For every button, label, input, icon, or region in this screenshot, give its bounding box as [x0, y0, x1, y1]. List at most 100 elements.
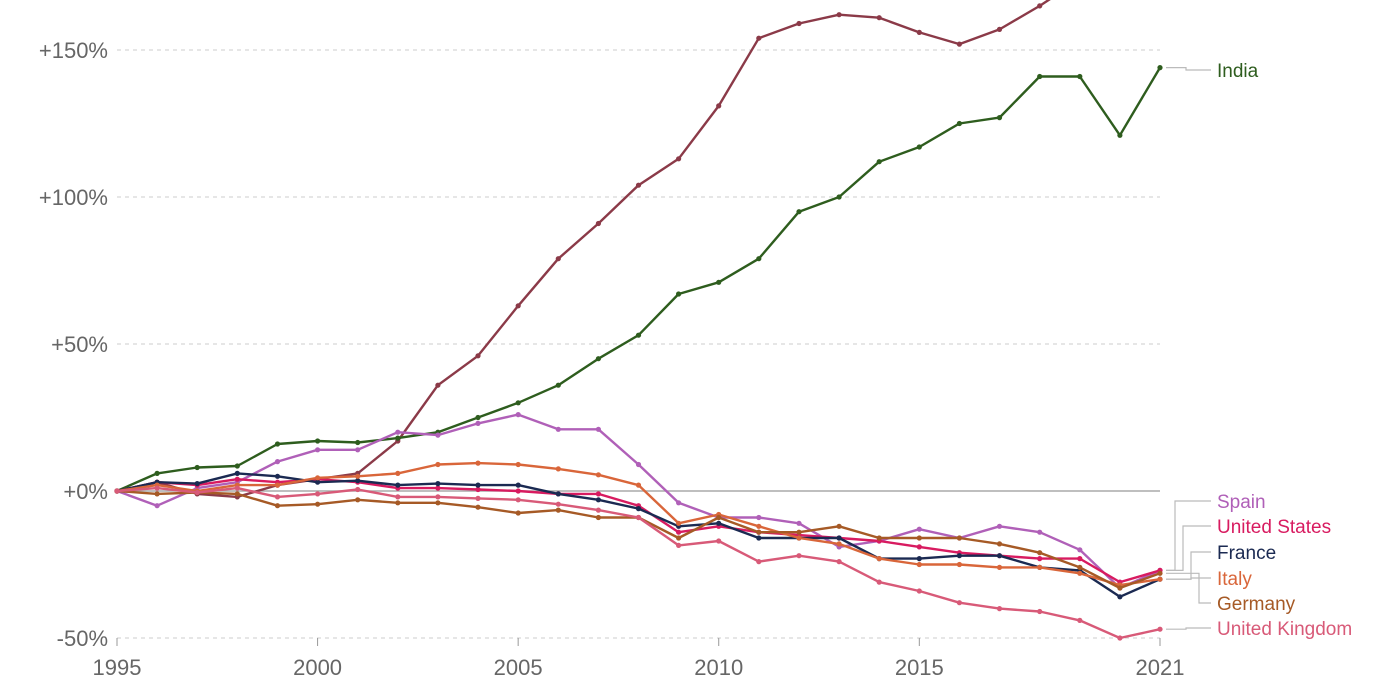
data-point	[234, 463, 240, 469]
data-point	[676, 529, 682, 535]
data-point	[315, 447, 321, 453]
series-label-germany: Germany	[1217, 594, 1296, 615]
data-point	[1037, 608, 1043, 615]
data-point	[1077, 617, 1083, 624]
data-point	[355, 473, 361, 479]
data-point	[676, 291, 682, 297]
y-tick-label: +50%	[51, 332, 108, 357]
data-point	[475, 482, 481, 488]
data-point	[756, 514, 762, 521]
data-point	[635, 514, 642, 521]
data-point	[435, 485, 441, 491]
data-point	[716, 520, 722, 526]
data-point	[676, 542, 682, 549]
data-point	[274, 482, 281, 488]
data-point	[194, 481, 200, 487]
data-point	[1037, 550, 1043, 556]
data-point	[315, 475, 321, 481]
data-point	[1157, 570, 1163, 576]
leader-line	[1166, 577, 1211, 580]
data-point	[996, 541, 1003, 547]
data-point	[1037, 3, 1043, 9]
data-point	[676, 535, 682, 541]
data-point	[274, 441, 281, 447]
data-point	[996, 553, 1003, 559]
data-point	[395, 500, 401, 506]
data-point	[555, 382, 561, 388]
data-point	[475, 495, 481, 501]
data-point	[996, 523, 1003, 529]
x-tick-label: 2010	[694, 655, 743, 680]
data-point	[1077, 570, 1083, 576]
data-point	[836, 541, 842, 547]
data-point	[1037, 564, 1043, 571]
data-point	[996, 564, 1003, 571]
y-tick-label: +150%	[39, 38, 108, 63]
data-point	[435, 461, 441, 468]
data-point	[956, 120, 963, 127]
data-point	[274, 494, 281, 500]
data-point	[515, 497, 521, 503]
data-point	[876, 579, 882, 585]
data-point	[274, 503, 281, 509]
data-point	[515, 303, 521, 309]
data-point	[435, 382, 441, 388]
series-unlabeled	[114, 0, 1051, 500]
data-point	[515, 400, 521, 406]
data-point	[1077, 556, 1083, 562]
data-point	[756, 523, 762, 529]
x-tick-label: 2015	[895, 655, 944, 680]
data-point	[996, 115, 1003, 121]
series-label-united-kingdom: United Kingdom	[1217, 619, 1352, 640]
data-point	[676, 156, 682, 162]
x-tick-label: 2021	[1136, 655, 1185, 680]
leader-line	[1166, 572, 1211, 604]
data-point	[956, 41, 963, 47]
data-point	[355, 478, 361, 484]
data-point	[475, 353, 481, 359]
data-point	[876, 535, 882, 541]
series-label-spain: Spain	[1217, 492, 1266, 513]
data-point	[836, 559, 842, 565]
y-tick-label: +100%	[39, 185, 108, 210]
data-point	[1157, 576, 1163, 582]
data-point	[635, 182, 642, 188]
data-point	[916, 29, 922, 35]
data-point	[395, 494, 401, 500]
data-point	[515, 510, 521, 516]
gridlines	[117, 49, 1160, 639]
data-point	[435, 494, 441, 500]
data-point	[796, 553, 802, 559]
data-point	[355, 486, 361, 493]
data-point	[355, 447, 361, 453]
data-point	[916, 556, 922, 562]
series-united-kingdom	[114, 485, 1163, 641]
series-spain	[114, 412, 1163, 591]
data-point	[635, 461, 642, 468]
data-point	[1037, 556, 1043, 562]
data-point	[595, 491, 602, 497]
data-point	[114, 488, 120, 494]
data-point	[555, 256, 561, 262]
data-point	[1117, 594, 1123, 600]
data-point	[515, 482, 521, 488]
y-tick-label: +0%	[63, 479, 108, 504]
data-point	[796, 520, 802, 526]
data-point	[475, 414, 481, 421]
data-point	[395, 435, 401, 441]
series-label-france: France	[1217, 543, 1276, 564]
data-point	[315, 438, 321, 444]
data-point	[716, 538, 722, 544]
data-point	[315, 491, 321, 497]
series-lines	[114, 0, 1163, 641]
data-point	[716, 103, 722, 109]
data-point	[355, 439, 361, 446]
data-point	[595, 220, 602, 227]
series-line	[116, 66, 1162, 493]
data-point	[635, 332, 642, 338]
data-point	[234, 491, 240, 497]
data-point	[676, 500, 682, 506]
data-point	[555, 491, 561, 497]
data-point	[635, 506, 642, 512]
data-point	[956, 553, 963, 559]
